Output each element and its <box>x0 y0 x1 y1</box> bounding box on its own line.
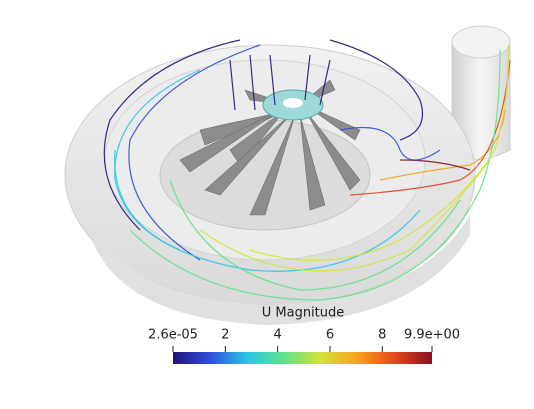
colorbar-tick-label: 2 <box>221 328 229 343</box>
colorbar-title: U Magnitude <box>262 306 345 321</box>
colorbar-tick-label: 2.6e-05 <box>148 328 198 343</box>
outlet-top <box>452 26 510 58</box>
colorbar-tick-label: 8 <box>378 328 386 343</box>
screen: U Magnitude 2.6e-05 2 4 6 8 9.9e+00 <box>0 0 534 405</box>
colorbar-gradient <box>173 352 432 364</box>
colorbar-tick-label: 4 <box>274 328 282 343</box>
colorbar-tick-label: 9.9e+00 <box>404 328 460 343</box>
colorbar-tick-label: 6 <box>326 328 334 343</box>
hub-bore <box>283 98 303 108</box>
render-scene <box>65 26 510 325</box>
